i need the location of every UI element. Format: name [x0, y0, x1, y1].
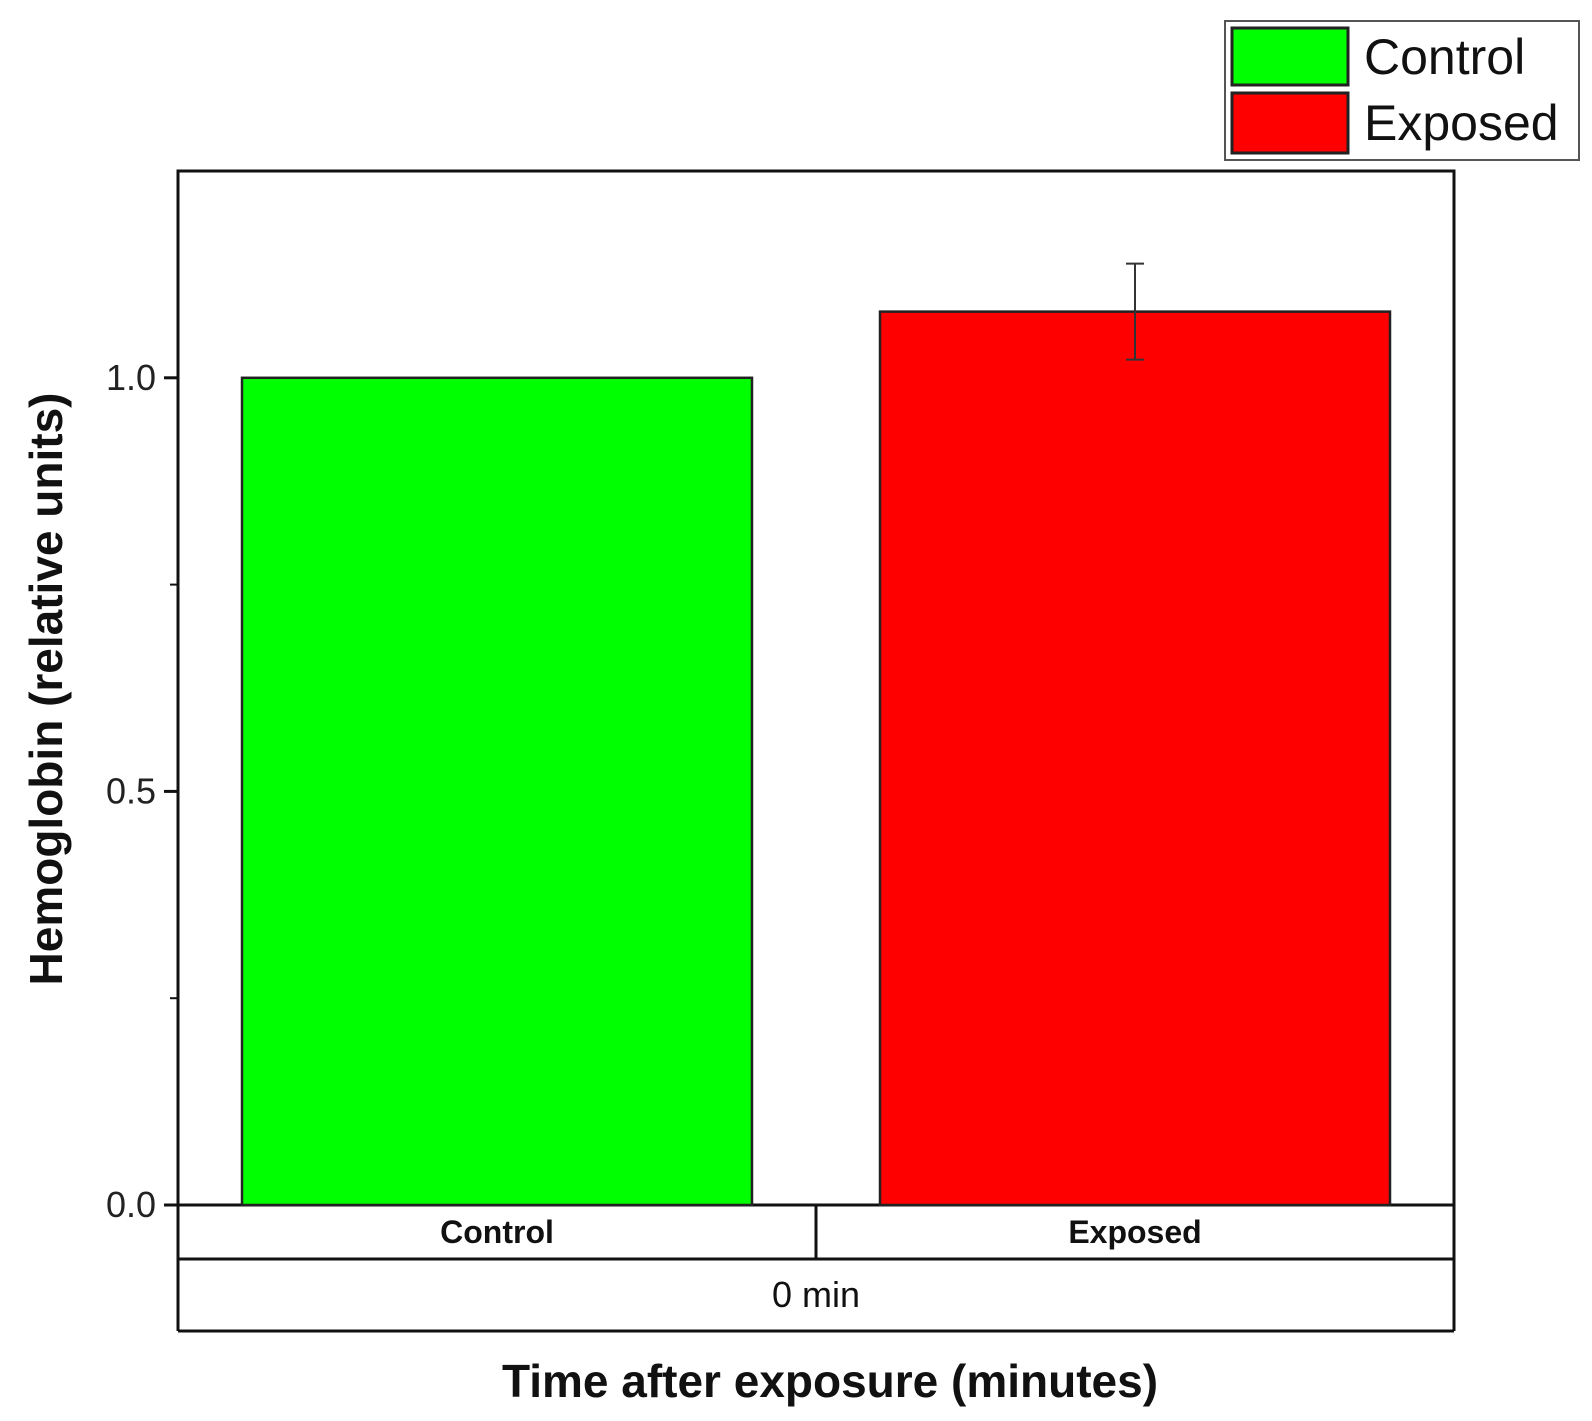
category-label-exposed: Exposed [1068, 1214, 1201, 1250]
y-axis: 0.0 0.5 1.0 [106, 357, 178, 1225]
category-table: Control Exposed 0 min [176, 1205, 1456, 1333]
bar-control [240, 376, 754, 1207]
bars-layer [240, 310, 1392, 1207]
legend-swatch-exposed [1230, 91, 1350, 155]
x-axis-title: Time after exposure (minutes) [502, 1355, 1158, 1407]
y-axis-title: Hemoglobin (relative units) [20, 393, 72, 986]
bar-exposed [878, 310, 1392, 1207]
y-tick-label: 0.5 [106, 770, 156, 811]
error-bars-layer [1126, 262, 1144, 361]
legend: Control Exposed [1224, 20, 1580, 161]
error-bar-exposed [1126, 262, 1144, 361]
y-tick-label: 0.0 [106, 1184, 156, 1225]
legend-label-exposed: Exposed [1364, 95, 1559, 151]
category-label-control: Control [440, 1214, 554, 1250]
group-label: 0 min [772, 1274, 860, 1315]
legend-swatch-control [1230, 26, 1350, 87]
y-tick-label: 1.0 [106, 357, 156, 398]
legend-label-control: Control [1364, 29, 1525, 85]
